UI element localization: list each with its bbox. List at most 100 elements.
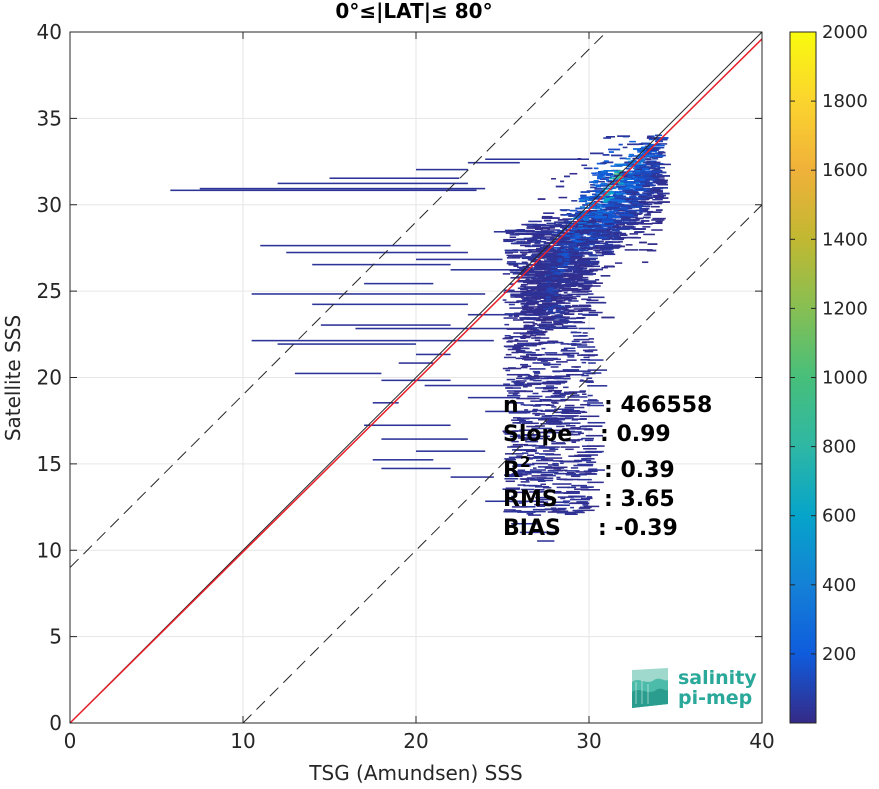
density-cell: [510, 296, 524, 298]
density-cell: [562, 325, 577, 327]
density-cell: [510, 293, 530, 296]
density-cell: [581, 164, 588, 167]
density-cell: [577, 438, 583, 441]
density-cell: [505, 384, 523, 387]
density-cell: [606, 180, 613, 182]
density-cell: [514, 390, 533, 393]
density-cell: [545, 298, 551, 301]
density-cell: [512, 465, 531, 467]
density-streak: [199, 187, 486, 190]
density-cell: [553, 250, 561, 253]
density-cell: [543, 271, 549, 273]
density-cell: [541, 217, 553, 219]
density-cell: [602, 176, 612, 179]
density-cell: [582, 341, 594, 343]
density-cell: [597, 214, 608, 217]
density-cell: [629, 233, 639, 235]
density-cell: [580, 252, 589, 254]
density-cell: [548, 418, 565, 421]
density-cell: [636, 204, 644, 206]
density-cell: [551, 440, 556, 443]
density-cell: [634, 185, 642, 188]
density-cell: [568, 410, 573, 412]
density-cell: [616, 176, 622, 179]
density-cell: [521, 257, 537, 260]
density-cell: [516, 300, 533, 302]
density-cell: [587, 394, 593, 397]
density-cell: [578, 263, 591, 265]
density-cell: [550, 269, 556, 272]
density-cell: [627, 185, 633, 188]
density-cell: [540, 271, 545, 273]
density-cell: [556, 311, 562, 313]
density-cell: [543, 382, 559, 385]
density-cell: [526, 454, 535, 457]
density-cell: [559, 270, 573, 273]
density-cell: [509, 335, 523, 338]
density-cell: [652, 161, 661, 164]
density-cell: [635, 217, 644, 220]
density-cell: [556, 469, 568, 472]
density-cell: [511, 256, 532, 258]
density-cell: [517, 287, 533, 290]
density-cell: [630, 185, 636, 187]
density-cell: [591, 211, 597, 214]
density-cell: [513, 315, 520, 318]
density-cell: [543, 431, 564, 434]
density-cell: [608, 199, 621, 201]
density-cell: [530, 343, 541, 346]
density-cell: [631, 201, 641, 204]
density-cell: [551, 277, 558, 280]
density-cell: [558, 415, 579, 417]
density-cell: [572, 394, 580, 396]
density-cell: [517, 437, 538, 439]
density-cell: [614, 262, 623, 264]
density-cell: [617, 241, 623, 243]
colorbar-tick-label: 1600: [822, 160, 868, 181]
density-cell: [552, 462, 559, 465]
density-cell: [656, 174, 663, 176]
density-cell: [657, 166, 665, 169]
density-cell: [623, 209, 628, 211]
density-cell: [506, 378, 516, 381]
density-cell: [556, 476, 561, 479]
density-cell: [613, 246, 621, 248]
density-cell: [551, 306, 572, 309]
density-cell: [563, 214, 570, 216]
x-tick-label: 40: [749, 729, 774, 753]
density-cell: [570, 331, 582, 334]
density-cell: [656, 181, 668, 184]
density-cell: [580, 194, 587, 197]
density-cell: [577, 224, 584, 227]
density-cell: [549, 326, 568, 329]
density-cell: [597, 175, 603, 178]
density-cell: [588, 354, 595, 357]
density-cell: [624, 211, 637, 213]
colorbar-ticks: 200 400 600 800 1000 1200 1400 1600 1800 2000: [790, 22, 868, 665]
density-cell: [572, 271, 583, 274]
density-cell: [530, 233, 551, 236]
density-cell: [614, 237, 619, 240]
density-cell: [635, 168, 642, 171]
density-cell: [538, 268, 550, 271]
density-cell: [551, 491, 558, 493]
density-cell: [551, 442, 566, 445]
density-cell: [565, 268, 578, 271]
density-cell: [564, 266, 578, 269]
density-cell: [613, 221, 622, 223]
density-cell: [560, 327, 578, 330]
density-cell: [600, 248, 614, 250]
density-cell: [515, 351, 525, 354]
density-cell: [525, 471, 543, 474]
density-cell: [577, 158, 582, 160]
colorbar-tick-label: 200: [822, 644, 856, 665]
density-cell: [657, 220, 662, 223]
density-cell: [571, 291, 589, 293]
density-cell: [615, 235, 620, 237]
density-cell: [533, 379, 542, 382]
density-cell: [540, 323, 553, 325]
density-cell: [604, 221, 609, 224]
density-cell: [555, 308, 568, 310]
density-cell: [624, 184, 630, 186]
density-cell: [571, 441, 577, 444]
